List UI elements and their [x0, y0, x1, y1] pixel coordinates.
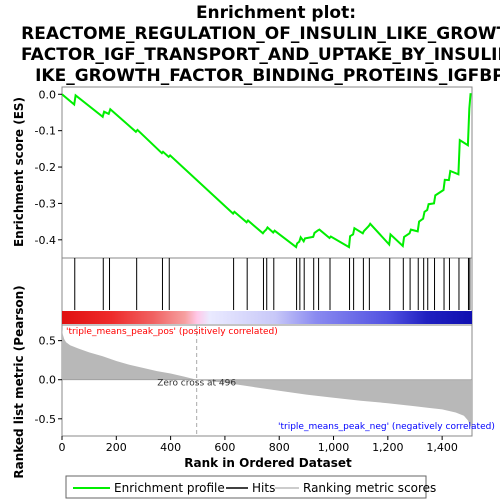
metric-x-ticks: 0 200 400 600 800 1,000 1,200 1,400: [59, 436, 458, 454]
chart-title: Enrichment plot: REACTOME_REGULATION_OF_…: [21, 3, 500, 86]
title-line-2: REACTOME_REGULATION_OF_INSULIN_LIKE_GROW…: [21, 24, 500, 44]
metric-y-tick-label: 0.5: [39, 335, 57, 348]
legend-hits-label: Hits: [252, 481, 275, 495]
metric-y-tick-label: -0.5: [35, 413, 56, 426]
x-tick-label: 1,000: [318, 441, 350, 454]
es-y-tick-label: 0.0: [39, 88, 57, 101]
x-axis-label: Rank in Ordered Dataset: [184, 456, 352, 470]
legend-enrichment-label: Enrichment profile: [114, 481, 225, 495]
title-line-4: IKE_GROWTH_FACTOR_BINDING_PROTEINS_IGFBP…: [35, 66, 500, 86]
zero-cross-label: Zero cross at 496: [157, 379, 236, 389]
metric-y-ticks: 0.5 0.0 -0.5: [35, 335, 62, 426]
es-y-tick-label: -0.3: [35, 197, 56, 210]
es-y-tick-label: -0.2: [35, 161, 56, 174]
neg-correlated-label: 'triple_means_peak_neg' (negatively corr…: [278, 422, 495, 432]
rank-color-bar: [62, 311, 472, 324]
metric-y-tick-label: 0.0: [39, 374, 57, 387]
metric-axis-label: Ranked list metric (Pearson): [12, 285, 26, 478]
x-tick-label: 400: [160, 441, 181, 454]
x-tick-label: 1,200: [372, 441, 404, 454]
pos-correlated-label: 'triple_means_peak_pos' (positively corr…: [66, 327, 278, 337]
title-line-1: Enrichment plot:: [196, 3, 356, 23]
x-tick-label: 0: [59, 441, 66, 454]
es-axis-label: Enrichment score (ES): [12, 97, 26, 247]
es-y-tick-label: -0.4: [35, 234, 56, 247]
x-tick-label: 1,400: [426, 441, 458, 454]
x-tick-label: 800: [269, 441, 290, 454]
es-y-ticks: 0.0 -0.1 -0.2 -0.3 -0.4: [35, 88, 62, 247]
x-tick-label: 600: [214, 441, 235, 454]
es-y-tick-label: -0.1: [35, 125, 56, 138]
legend-ranking-label: Ranking metric scores: [303, 481, 436, 495]
title-line-3: FACTOR_IGF_TRANSPORT_AND_UPTAKE_BY_INSUL…: [21, 45, 500, 65]
x-tick-label: 200: [106, 441, 127, 454]
